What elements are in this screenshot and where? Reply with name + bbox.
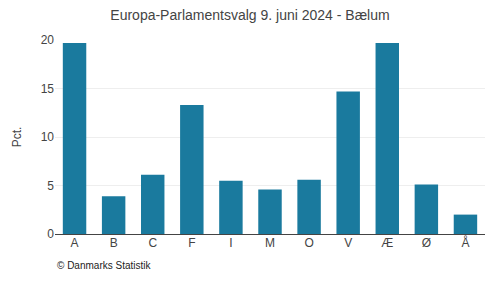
svg-text:5: 5	[47, 179, 54, 193]
svg-text:O: O	[304, 236, 313, 250]
svg-text:Ø: Ø	[422, 236, 431, 250]
svg-text:B: B	[110, 236, 118, 250]
svg-text:10: 10	[41, 130, 55, 144]
svg-text:© Danmarks Statistik: © Danmarks Statistik	[57, 260, 152, 271]
svg-text:Æ: Æ	[381, 236, 393, 250]
svg-text:15: 15	[41, 82, 55, 96]
svg-text:20: 20	[41, 33, 55, 47]
svg-text:F: F	[188, 236, 195, 250]
svg-text:V: V	[344, 236, 352, 250]
svg-text:M: M	[265, 236, 275, 250]
svg-text:C: C	[148, 236, 157, 250]
svg-text:I: I	[229, 236, 232, 250]
svg-text:0: 0	[47, 227, 54, 241]
svg-text:Pct.: Pct.	[10, 127, 24, 148]
svg-text:A: A	[71, 236, 79, 250]
svg-text:Å: Å	[461, 235, 469, 250]
svg-text:Europa-Parlamentsvalg 9. juni: Europa-Parlamentsvalg 9. juni 2024 - Bæl…	[110, 7, 389, 23]
